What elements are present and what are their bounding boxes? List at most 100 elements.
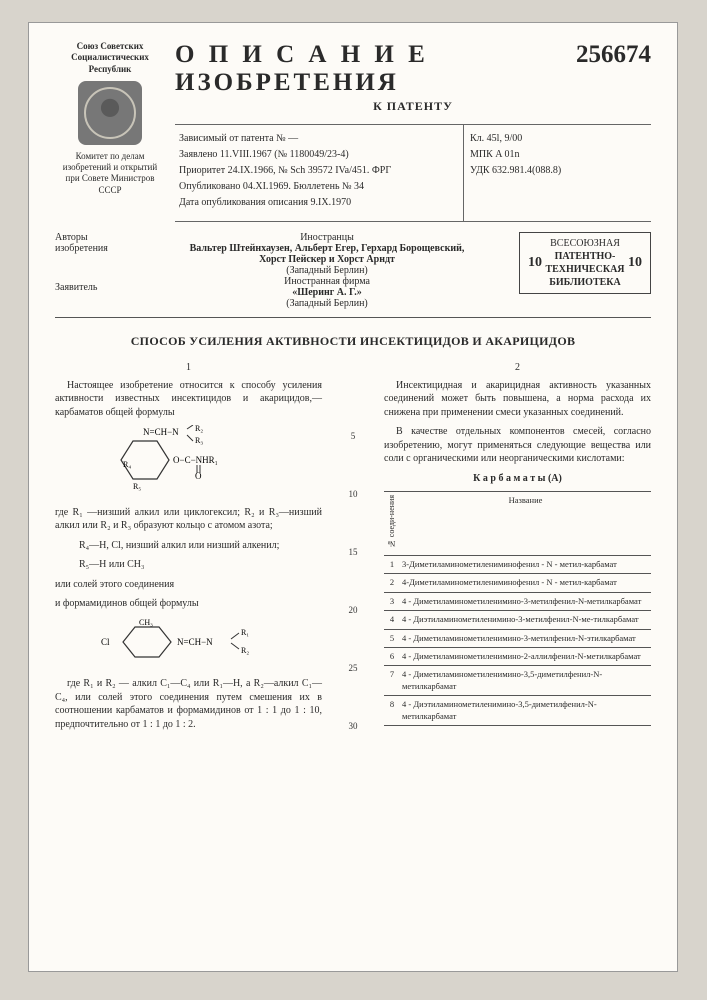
line-number: 20 [349,605,358,615]
text: ВСЕСОЮЗНАЯ [528,237,642,250]
meta-pubdate: Дата опубликования описания 9.IX.1970 [179,197,459,208]
svg-text:R₄: R₄ [123,460,131,469]
text: (Западный Берлин) [147,265,507,276]
cell: 1 [384,555,400,573]
text: 10 [528,254,542,272]
text: Республик [55,64,165,75]
paragraph: или солей этого соединения [55,578,322,592]
cell: 2 [384,574,400,592]
table-heading: К а р б а м а т ы (A) [384,472,651,486]
paragraph: и формамидинов общей формулы [55,597,322,611]
svg-text:R₂: R₂ [195,425,203,433]
meta-published: Опубликовано 04.XI.1969. Бюллетень № 34 [179,181,459,192]
meta-left: Зависимый от патента № — Заявлено 11.VII… [175,124,463,222]
cell: 6 [384,648,400,666]
author-names: Вальтер Штейнхаузен, Альберт Егер, Герха… [147,243,507,254]
text: Авторы [55,232,135,243]
cell: 8 [384,696,400,726]
title-row: О П И С А Н И Е 256674 [175,41,651,69]
svg-text:R₃: R₃ [195,436,203,445]
text: СССР [55,185,165,196]
carbamates-table: № соеди-нения Название 13-Диметиламиноме… [384,491,651,726]
table-header: № соеди-нения [384,492,400,556]
authors-labels: Авторы изобретения Заявитель [55,232,135,293]
title-izobreteniya: ИЗОБРЕТЕНИЯ [175,69,651,97]
meta-udk: УДК 632.981.4(088.8) [470,165,645,176]
meta-dependent: Зависимый от патента № — [179,133,459,144]
body-columns: 1 Настоящее изобретение относится к спос… [55,361,651,737]
header: Союз Советских Социалистических Республи… [55,41,651,222]
line-number: 25 [349,663,358,673]
text: изобретения [55,243,135,254]
table-row: 64 - Диметиламинометиленимино-2-аллилфен… [384,648,651,666]
chemical-formula-2: Cl CH₃ N=CH−N R₁ R₂ [55,617,322,672]
svg-text:N=CH−N: N=CH−N [143,427,179,437]
line-number: 15 [349,547,358,557]
committee-label: Комитет по делам изобретений и открытий … [55,151,165,196]
author-names-2: Хорст Пейскер и Хорст Арндт [147,254,507,265]
paragraph: В качестве отдельных компонентов смесей,… [384,425,651,466]
line-number-gutter: 5 10 15 20 25 30 [344,361,362,737]
title-opisanie: О П И С А Н И Е [175,41,429,69]
table-row: 84 - Диэтиламинометиленимино-3,5-диметил… [384,696,651,726]
document-title: СПОСОБ УСИЛЕНИЯ АКТИВНОСТИ ИНСЕКТИЦИДОВ … [55,334,651,349]
text: при Совете Министров [55,173,165,184]
cell: 4 - Диэтиламинометиленимино-3-метилфенил… [400,611,651,629]
text: Заявитель [55,282,135,293]
table-row: 24-Диметиламинометиленими­нофенил - N - … [384,574,651,592]
svg-text:R₁: R₁ [241,628,249,637]
paragraph: R₄—H, Cl, низший алкил или низший алкени… [55,539,322,553]
line-number: 10 [349,489,358,499]
table-row: 13-Диметиламинометиленимино­фенил - N - … [384,555,651,573]
ussr-emblem-icon [78,81,142,145]
meta-table: Зависимый от патента № — Заявлено 11.VII… [175,124,651,222]
text: Иностранцы [147,232,507,243]
meta-filed: Заявлено 11.VIII.1967 (№ 1180049/23-4) [179,149,459,160]
text: 10 [628,254,642,272]
paragraph: R₅—H или CH₃ [55,558,322,572]
cell: 4 - Диметиламинометиленимино-3,5-диметил… [400,666,651,696]
patent-number: 256674 [576,41,651,69]
svg-text:R₅: R₅ [133,482,141,491]
table-row: 34 - Диметиламинометиленимино-3-метилфен… [384,592,651,610]
text: № соеди-нения [387,495,398,548]
title-kpatentu: К ПАТЕНТУ [175,99,651,114]
union-label: Союз Советских Социалистических Республи… [55,41,165,75]
text: Иностранная фирма [147,276,507,287]
meta-priority: Приоритет 24.IX.1966, № Sch 39572 IVa/45… [179,165,459,176]
cell: 7 [384,666,400,696]
library-stamp: ВСЕСОЮЗНАЯ 10 ПАТЕНТНО-ТЕХНИЧЕСКАЯ 10 БИ… [519,232,651,294]
column-2: 2 Инсектицидная и акарицидная активность… [384,361,651,737]
text: БИБЛИОТЕКА [528,276,642,289]
paragraph: Настоящее изобретение относится к способ… [55,379,322,420]
svg-text:CH₃: CH₃ [139,618,153,627]
text: (Западный Берлин) [147,298,507,309]
page: Союз Советских Социалистических Республи… [28,22,678,972]
cell: 4 - Диметиламинометиленимино-3-метилфени… [400,592,651,610]
cell: 4-Диметиламинометиленими­нофенил - N - м… [400,574,651,592]
text: Комитет по делам [55,151,165,162]
table-row: 54 - Диметиламинометиленимино-3-метилфен… [384,629,651,647]
line-number: 30 [349,721,358,731]
column-1: 1 Настоящее изобретение относится к спос… [55,361,322,737]
firm-name: «Шеринг А. Г.» [147,287,507,298]
cell: 4 - Диметиламинометиленимино-3-метилфени… [400,629,651,647]
table-row: 74 - Диметиламинометиленимино-3,5-димети… [384,666,651,696]
paragraph: Инсектицидная и акарицидная активность у… [384,379,651,420]
svg-text:O: O [195,471,202,481]
cell: 5 [384,629,400,647]
col-num: 1 [55,361,322,375]
authors-block: Авторы изобретения Заявитель Иностранцы … [55,232,651,309]
paragraph: где R₁ и R₂ — алкил C₁—C₄ или R₁—H, а R₂… [55,677,322,731]
text: изобретений и открытий [55,162,165,173]
svg-text:O−C−NHR₁: O−C−NHR₁ [173,455,218,465]
table-header: Название [400,492,651,556]
divider [55,317,651,318]
cell: 3 [384,592,400,610]
emblem-column: Союз Советских Социалистических Республи… [55,41,165,196]
chemical-formula-1: N=CH−N R₂ R₃ O−C−NHR₁ O R₄ R₅ [55,425,322,500]
authors-center: Иностранцы Вальтер Штейнхаузен, Альберт … [147,232,507,309]
text: Социалистических [55,52,165,63]
meta-kl: Кл. 45l, 9/00 [470,133,645,144]
meta-right: Кл. 45l, 9/00 МПК A 01n УДК 632.981.4(08… [463,124,651,222]
